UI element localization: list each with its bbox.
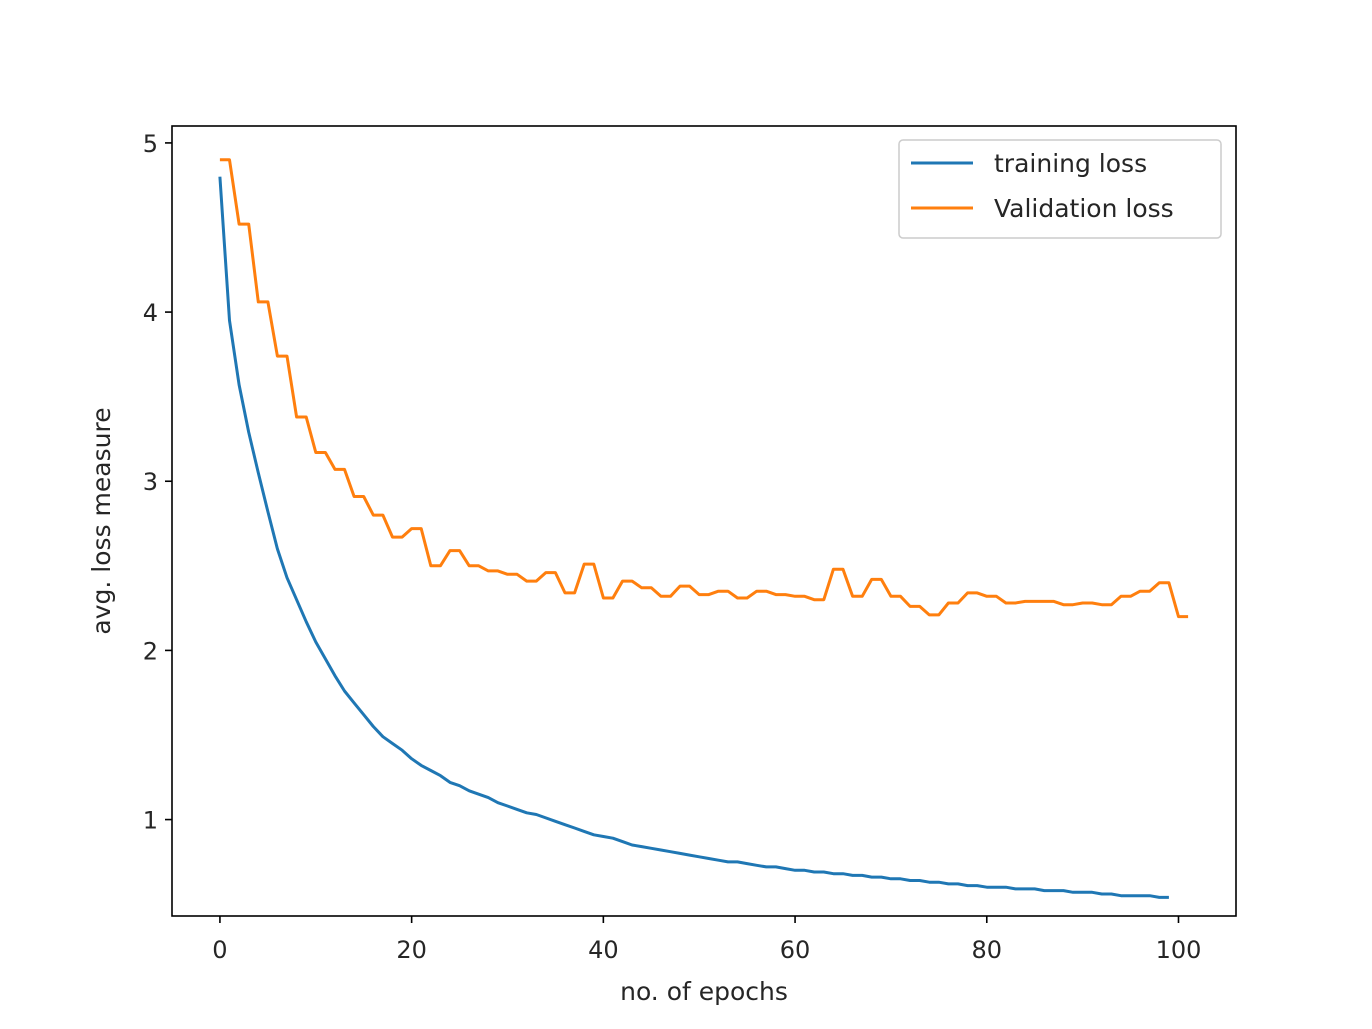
x-tick-label: 20 — [396, 936, 427, 964]
legend-label-validation: Validation loss — [994, 194, 1174, 223]
legend-label-training: training loss — [994, 149, 1147, 178]
y-tick-label: 3 — [143, 468, 158, 496]
plot-frame — [171, 125, 1237, 917]
x-axis: 0 20 40 60 80 100 — [212, 916, 1201, 964]
y-axis: 1 2 3 4 5 — [143, 130, 172, 835]
series-layer — [218, 158, 1189, 899]
x-tick-label: 80 — [972, 936, 1003, 964]
legend-box — [898, 139, 1222, 239]
x-tick-label: 60 — [780, 936, 811, 964]
x-tick-label: 0 — [212, 936, 227, 964]
y-tick-label: 1 — [143, 807, 158, 835]
y-tick-label: 5 — [143, 130, 158, 158]
y-tick-label: 2 — [143, 637, 158, 665]
series-line-0 — [218, 176, 1169, 899]
series-line-1 — [219, 158, 1189, 619]
x-axis-label: no. of epochs — [620, 977, 788, 1006]
x-tick-label: 100 — [1156, 936, 1202, 964]
x-tick-label: 40 — [588, 936, 619, 964]
y-axis-label: avg. loss measure — [87, 407, 116, 634]
legend: training loss Validation loss — [898, 139, 1222, 239]
y-tick-label: 4 — [143, 299, 158, 327]
